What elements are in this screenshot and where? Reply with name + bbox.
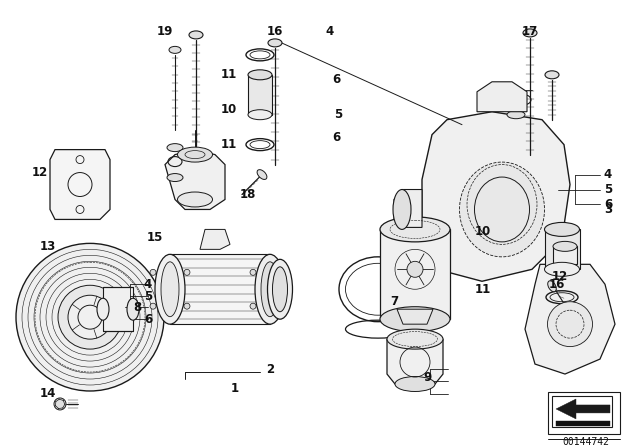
Text: 10: 10 xyxy=(221,103,237,116)
Polygon shape xyxy=(545,229,580,269)
Text: 2: 2 xyxy=(266,362,274,375)
Polygon shape xyxy=(170,254,270,324)
Polygon shape xyxy=(387,339,443,384)
Text: 6: 6 xyxy=(144,313,152,326)
Circle shape xyxy=(407,261,423,277)
Ellipse shape xyxy=(248,70,272,80)
Text: 19: 19 xyxy=(157,26,173,39)
Ellipse shape xyxy=(261,262,279,317)
Ellipse shape xyxy=(167,173,183,181)
Text: 11: 11 xyxy=(221,68,237,81)
Polygon shape xyxy=(553,246,577,264)
Text: 00144742: 00144742 xyxy=(563,437,609,447)
Circle shape xyxy=(150,303,156,309)
Text: 18: 18 xyxy=(240,188,256,201)
Text: 16: 16 xyxy=(267,26,283,39)
Polygon shape xyxy=(380,229,450,319)
Circle shape xyxy=(184,303,190,309)
Text: 4: 4 xyxy=(326,26,334,39)
Text: 13: 13 xyxy=(40,240,56,253)
Ellipse shape xyxy=(169,47,181,53)
Ellipse shape xyxy=(268,259,292,319)
Circle shape xyxy=(54,398,66,410)
Polygon shape xyxy=(50,150,110,220)
Ellipse shape xyxy=(127,298,139,320)
Text: 6: 6 xyxy=(332,131,340,144)
Text: 5: 5 xyxy=(334,108,342,121)
Text: 7: 7 xyxy=(390,295,398,308)
Text: 3: 3 xyxy=(604,203,612,216)
Text: 1: 1 xyxy=(231,383,239,396)
Ellipse shape xyxy=(248,110,272,120)
Polygon shape xyxy=(394,190,422,228)
Ellipse shape xyxy=(507,111,525,119)
Circle shape xyxy=(284,269,290,276)
Text: 9: 9 xyxy=(423,370,431,383)
Circle shape xyxy=(184,269,190,276)
Ellipse shape xyxy=(380,217,450,242)
Circle shape xyxy=(284,303,290,309)
Text: 11: 11 xyxy=(475,283,491,296)
Text: 12: 12 xyxy=(32,166,48,179)
Ellipse shape xyxy=(255,254,285,324)
Polygon shape xyxy=(477,82,527,112)
Ellipse shape xyxy=(547,302,593,347)
Ellipse shape xyxy=(553,241,577,251)
Circle shape xyxy=(150,269,156,276)
Ellipse shape xyxy=(548,281,556,292)
Text: 4: 4 xyxy=(144,278,152,291)
Polygon shape xyxy=(200,229,230,250)
Circle shape xyxy=(250,303,256,309)
Text: 11: 11 xyxy=(221,138,237,151)
Ellipse shape xyxy=(177,192,212,207)
Text: 6: 6 xyxy=(332,73,340,86)
Ellipse shape xyxy=(97,298,109,320)
Ellipse shape xyxy=(545,222,579,237)
Text: 4: 4 xyxy=(604,168,612,181)
Ellipse shape xyxy=(545,71,559,79)
Ellipse shape xyxy=(257,170,267,180)
Bar xyxy=(548,392,620,434)
Polygon shape xyxy=(165,150,225,210)
Ellipse shape xyxy=(545,263,579,276)
Text: 12: 12 xyxy=(552,270,568,283)
Circle shape xyxy=(68,295,112,339)
Text: 6: 6 xyxy=(604,198,612,211)
Text: 16: 16 xyxy=(549,278,565,291)
Text: 10: 10 xyxy=(475,225,491,238)
Ellipse shape xyxy=(460,162,545,257)
Ellipse shape xyxy=(189,31,203,39)
Text: 5: 5 xyxy=(604,183,612,196)
Text: 15: 15 xyxy=(147,231,163,244)
Text: 14: 14 xyxy=(40,388,56,401)
Ellipse shape xyxy=(155,254,185,324)
Circle shape xyxy=(58,285,122,349)
Ellipse shape xyxy=(161,262,179,317)
Text: 5: 5 xyxy=(144,290,152,303)
Polygon shape xyxy=(422,112,570,281)
Polygon shape xyxy=(525,264,615,374)
Polygon shape xyxy=(397,309,433,324)
Circle shape xyxy=(250,269,256,276)
Circle shape xyxy=(16,243,164,391)
Ellipse shape xyxy=(167,144,183,151)
Ellipse shape xyxy=(387,329,443,349)
Polygon shape xyxy=(248,75,272,115)
Ellipse shape xyxy=(395,376,435,392)
Ellipse shape xyxy=(268,39,282,47)
Text: 17: 17 xyxy=(522,26,538,39)
Text: 8: 8 xyxy=(133,301,141,314)
Polygon shape xyxy=(556,399,610,419)
Ellipse shape xyxy=(393,190,411,229)
Ellipse shape xyxy=(523,29,537,37)
Polygon shape xyxy=(103,287,133,331)
Ellipse shape xyxy=(380,307,450,332)
Ellipse shape xyxy=(273,267,287,312)
Bar xyxy=(556,421,610,426)
Ellipse shape xyxy=(177,147,212,162)
